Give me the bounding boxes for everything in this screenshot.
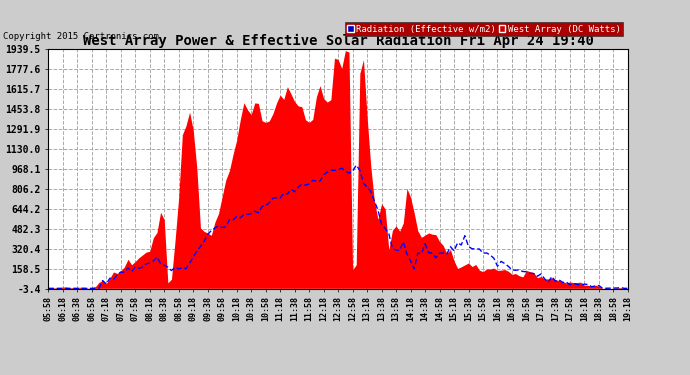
Text: Copyright 2015 Cartronics.com: Copyright 2015 Cartronics.com (3, 32, 159, 41)
Legend: Radiation (Effective w/m2), West Array (DC Watts): Radiation (Effective w/m2), West Array (… (344, 22, 623, 36)
Title: West Array Power & Effective Solar Radiation Fri Apr 24 19:40: West Array Power & Effective Solar Radia… (83, 33, 593, 48)
